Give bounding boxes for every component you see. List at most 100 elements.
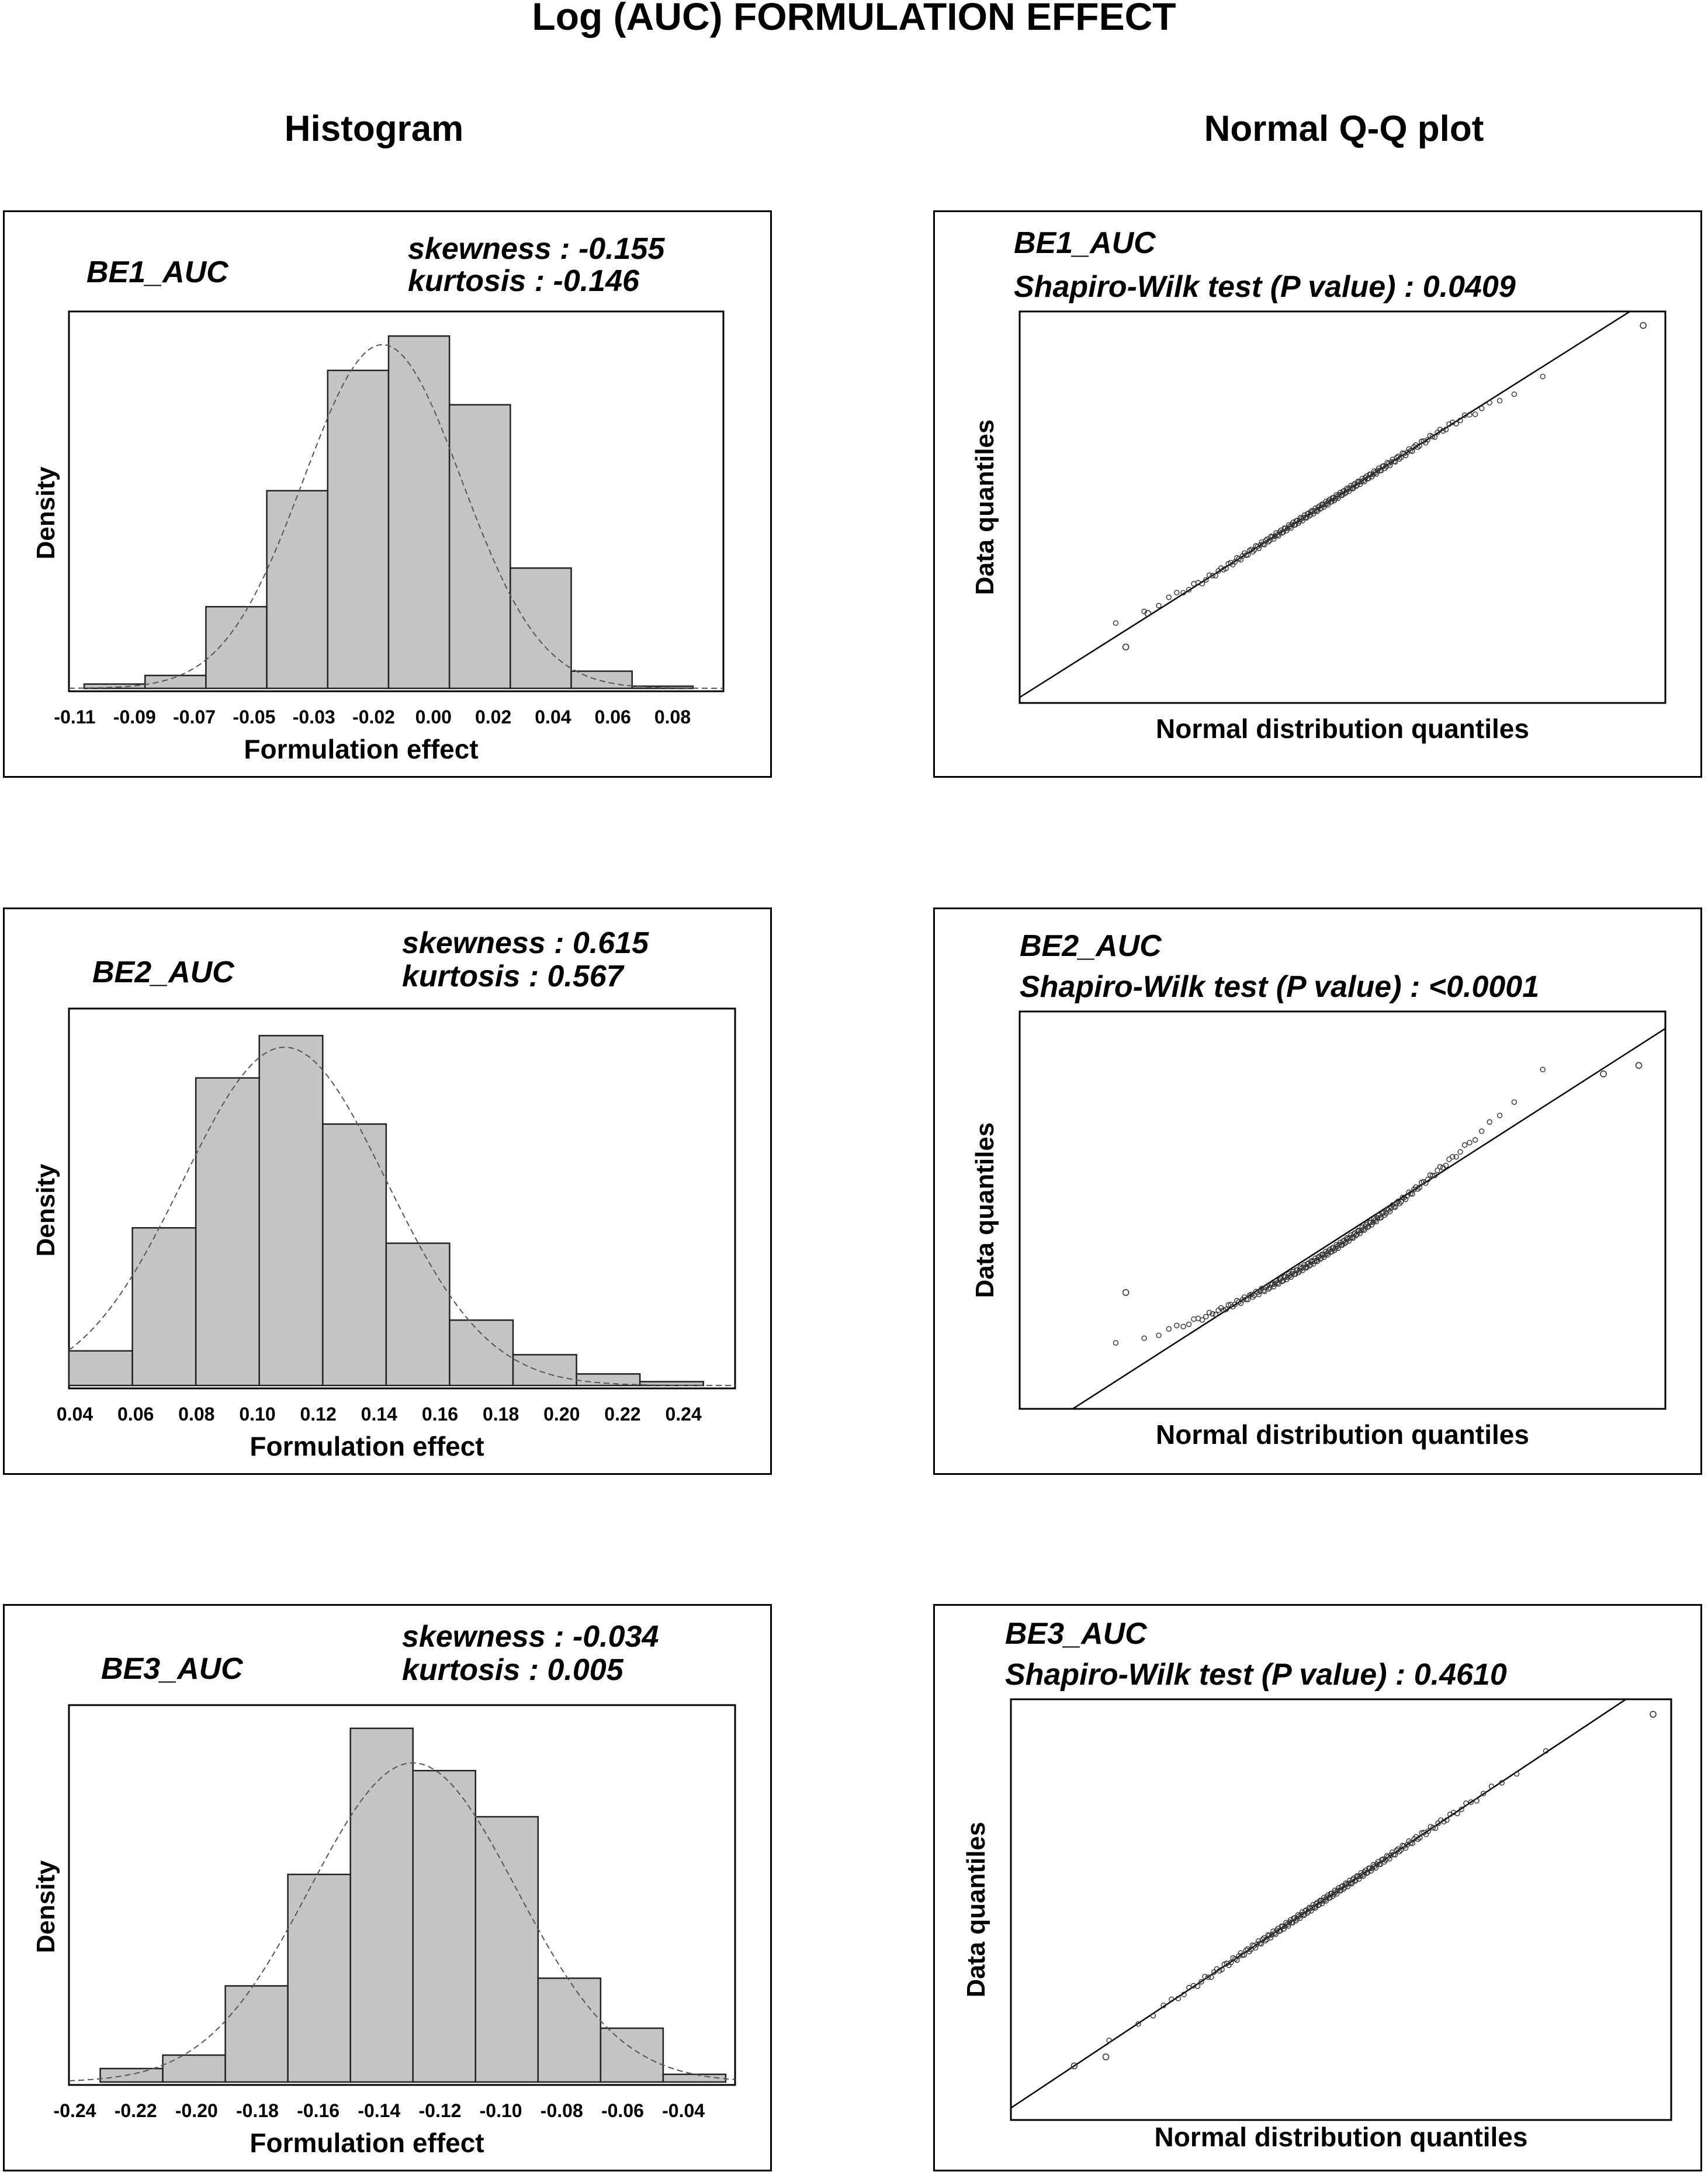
x-tick-label: -0.07 <box>173 706 216 728</box>
qq-point <box>1150 2012 1156 2019</box>
histogram-bar <box>510 567 572 690</box>
qq-point <box>1474 1798 1480 1804</box>
qq-point <box>1425 1828 1431 1834</box>
qq-point <box>1156 602 1162 609</box>
histogram-bar <box>662 2073 727 2083</box>
qq-point <box>1454 1810 1460 1817</box>
qq-point <box>1280 1923 1286 1929</box>
histogram-bar <box>537 1977 602 2083</box>
skewness-label: skewness : -0.034 <box>402 1620 659 1654</box>
qq-point <box>1180 590 1186 595</box>
qq-point <box>1210 1311 1215 1317</box>
qq-point <box>1243 1297 1249 1302</box>
qq-point <box>1297 1915 1303 1921</box>
qq-point <box>1543 1748 1549 1754</box>
qq-point <box>1453 1153 1459 1160</box>
qq-point <box>1388 1852 1394 1858</box>
qq-panel-be1: BE1_AUC Shapiro-Wilk test (P value) : 0.0… <box>933 210 1702 778</box>
histogram-bar <box>322 1123 387 1387</box>
histogram-series-name: BE2_AUC <box>92 955 235 989</box>
qq-point <box>1211 1969 1217 1975</box>
qq-point <box>1409 1191 1415 1197</box>
qq-point <box>1304 1910 1310 1916</box>
x-tick-label: -0.04 <box>662 2100 705 2121</box>
qq-point <box>1450 1153 1456 1160</box>
qq-point <box>1194 1983 1201 1989</box>
x-axis-label: Normal distribution quantiles <box>1155 2122 1528 2152</box>
histogram-bar <box>327 369 390 690</box>
qq-point <box>1446 1156 1452 1162</box>
histogram-bar <box>387 335 451 690</box>
qq-point <box>1113 1340 1119 1346</box>
histogram-panel-be2: BE2_AUC skewness : 0.615 kurtosis : 0.567 0… <box>3 907 772 1475</box>
qq-point <box>1300 518 1305 524</box>
x-tick-label: -0.06 <box>601 2100 644 2121</box>
histogram-series-name: BE1_AUC <box>86 255 229 289</box>
qq-point <box>1450 1810 1457 1816</box>
qq-point <box>1239 553 1246 559</box>
qq-point <box>1357 481 1363 487</box>
density-curve <box>68 344 723 689</box>
histogram-bar <box>258 1035 324 1387</box>
qq-point <box>1252 1945 1259 1951</box>
qq-point <box>1467 412 1473 418</box>
qq-panel-be3: BE3_AUC Shapiro-Wilk test (P value) : 0.4… <box>933 1604 1702 2171</box>
x-tick-label: -0.03 <box>293 706 335 728</box>
qq-point <box>1361 479 1367 484</box>
x-tick-label: 0.06 <box>117 1404 154 1425</box>
qq-point <box>1496 397 1503 404</box>
qq-point <box>1301 1265 1307 1270</box>
histogram-bar <box>99 2067 164 2083</box>
qq-point <box>1256 1291 1262 1297</box>
histogram-bar <box>349 1727 414 2083</box>
qq-chart-be1: BE1_AUC Shapiro-Wilk test (P value) : 0.0… <box>971 226 1667 744</box>
qq-point <box>1263 538 1269 543</box>
qq-point <box>1156 1332 1162 1339</box>
qq-point <box>1511 1099 1518 1105</box>
x-tick-label: 0.08 <box>654 706 691 728</box>
qq-point <box>1180 1324 1186 1329</box>
x-tick-label: 0.16 <box>422 1404 458 1425</box>
x-tick-label: 0.14 <box>361 1404 397 1425</box>
qq-point <box>1402 1196 1409 1203</box>
qq-point <box>1463 1800 1469 1806</box>
x-tick-label: 0.18 <box>483 1404 519 1425</box>
qq-point <box>1453 421 1459 427</box>
qq-point <box>1298 1912 1304 1918</box>
x-tick-label: -0.02 <box>352 706 395 728</box>
y-axis-label: Density <box>32 466 60 559</box>
qq-chart-be2: BE2_AUC Shapiro-Wilk test (P value) : <0.… <box>971 929 1667 1450</box>
qq-point <box>1141 608 1147 615</box>
qq-point <box>1346 489 1352 494</box>
qq-point-outlier <box>1122 643 1130 651</box>
qq-point <box>1430 1825 1436 1831</box>
histogram-bar <box>131 1227 197 1387</box>
qq-point <box>1461 1142 1468 1148</box>
qq-point <box>1416 1184 1423 1190</box>
qq-point <box>1106 2037 1112 2043</box>
qq-point <box>1261 1935 1267 1941</box>
qq-point <box>1236 1953 1242 1959</box>
qq-point <box>1335 1245 1342 1251</box>
qq-point <box>1301 515 1307 521</box>
histogram-bar <box>385 1242 451 1387</box>
qq-point <box>1450 420 1456 425</box>
qq-point <box>1397 456 1402 462</box>
qq-point <box>1225 1302 1231 1308</box>
histogram-column-header: Histogram <box>284 109 464 149</box>
qq-point-outlier <box>1650 1710 1657 1718</box>
qq-point <box>1335 1887 1341 1893</box>
qq-point <box>1202 1974 1208 1980</box>
qq-point <box>1404 449 1411 455</box>
qq-series-name: BE1_AUC <box>1014 226 1156 260</box>
x-tick-label: 0.04 <box>57 1404 93 1425</box>
qq-point <box>1368 471 1374 477</box>
qq-point <box>1223 1307 1229 1312</box>
x-tick-label: 0.04 <box>535 706 571 728</box>
histogram-bar <box>195 1077 260 1387</box>
qq-point <box>1467 1139 1473 1146</box>
y-axis-label: Data quantiles <box>962 1822 990 1998</box>
x-tick-label: -0.10 <box>480 2100 522 2121</box>
qq-point <box>1141 1335 1147 1341</box>
qq-point <box>1228 1959 1234 1966</box>
